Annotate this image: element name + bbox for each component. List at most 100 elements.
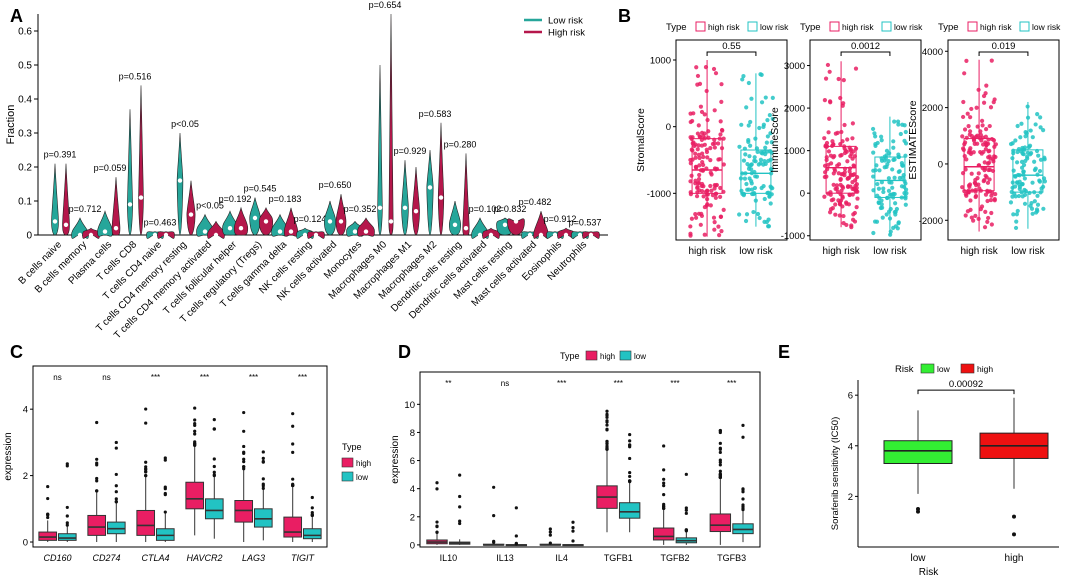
data-point bbox=[705, 202, 710, 207]
y-tick-label: 3000 bbox=[784, 61, 805, 72]
data-point bbox=[1037, 179, 1043, 184]
data-point bbox=[891, 139, 896, 144]
legend-label: low bbox=[937, 364, 951, 374]
outlier-point bbox=[144, 473, 148, 478]
data-point bbox=[832, 168, 838, 173]
data-point bbox=[718, 119, 723, 124]
outlier-point bbox=[605, 423, 609, 427]
y-tick-label: -1000 bbox=[781, 231, 805, 242]
violin-median-dot bbox=[452, 222, 458, 227]
data-point bbox=[1022, 176, 1027, 181]
outlier-point bbox=[662, 483, 666, 488]
outlier-point bbox=[628, 432, 632, 437]
data-point bbox=[989, 222, 994, 227]
outlier-point bbox=[458, 473, 462, 477]
violin-low-risk bbox=[51, 163, 59, 236]
data-point bbox=[881, 189, 886, 195]
box bbox=[87, 514, 107, 536]
data-point bbox=[740, 77, 745, 82]
data-point bbox=[765, 134, 770, 139]
violin-high-risk bbox=[335, 194, 347, 236]
data-point bbox=[695, 82, 700, 87]
violin-median-dot bbox=[88, 232, 94, 238]
p-value-label: 0.55 bbox=[722, 41, 741, 52]
data-point bbox=[960, 134, 965, 139]
outlier-point bbox=[458, 521, 462, 526]
data-point bbox=[966, 189, 971, 195]
data-point bbox=[831, 182, 836, 187]
legend-swatch bbox=[960, 363, 975, 374]
data-point bbox=[762, 196, 767, 202]
data-point bbox=[721, 162, 726, 167]
outlier-point bbox=[95, 457, 99, 461]
data-point bbox=[845, 137, 850, 142]
data-point bbox=[822, 163, 828, 168]
data-point bbox=[766, 190, 771, 195]
outlier-point bbox=[95, 420, 99, 425]
data-point bbox=[838, 198, 844, 203]
data-point bbox=[987, 177, 992, 182]
data-point bbox=[981, 142, 986, 147]
data-point bbox=[875, 181, 880, 187]
x-tick-label: IL10 bbox=[440, 553, 458, 563]
data-point bbox=[987, 154, 992, 159]
legend-swatch bbox=[881, 21, 892, 32]
violin-high-risk bbox=[357, 217, 375, 237]
data-point bbox=[719, 146, 725, 151]
data-point bbox=[963, 140, 968, 145]
data-point bbox=[1032, 199, 1037, 204]
outlier-point bbox=[193, 443, 197, 447]
violin-high-risk bbox=[186, 180, 196, 236]
panel-b-score-boxplots: -1000 0 1000 StromalScore high risk low risk 0… bbox=[635, 21, 1061, 257]
data-point bbox=[768, 131, 773, 136]
data-point bbox=[1019, 165, 1025, 170]
p-value-label: p=0.059 bbox=[94, 163, 127, 173]
data-point bbox=[695, 184, 700, 189]
data-point bbox=[962, 127, 968, 132]
legend-label: low risk bbox=[894, 22, 923, 32]
data-point bbox=[1013, 225, 1019, 231]
outlier-point bbox=[65, 523, 69, 527]
data-point bbox=[1023, 130, 1028, 135]
data-point bbox=[717, 233, 722, 238]
outlier-point bbox=[212, 464, 216, 469]
data-point bbox=[823, 143, 828, 148]
y-tick-label: 10 bbox=[404, 400, 415, 411]
data-point bbox=[893, 201, 898, 206]
data-point bbox=[738, 176, 744, 181]
data-point bbox=[1022, 201, 1028, 206]
data-point bbox=[1027, 143, 1033, 148]
data-point bbox=[768, 201, 773, 206]
data-point bbox=[975, 133, 980, 138]
data-point bbox=[705, 117, 710, 123]
outlier-point bbox=[65, 462, 69, 466]
y-axis-title: ImmuneScore bbox=[769, 107, 781, 173]
data-point bbox=[973, 189, 978, 194]
data-point bbox=[1015, 123, 1020, 129]
y-tick-label: 0.5 bbox=[18, 61, 32, 72]
outlier-point bbox=[605, 441, 609, 445]
data-point bbox=[881, 186, 886, 191]
data-point bbox=[982, 168, 987, 173]
panel-label-e: E bbox=[778, 342, 790, 362]
outlier-point bbox=[718, 463, 722, 467]
data-point bbox=[752, 191, 757, 196]
data-point bbox=[832, 154, 837, 159]
significance-label: *** bbox=[670, 379, 679, 388]
legend-title: Type bbox=[800, 22, 821, 33]
outlier-point bbox=[95, 489, 99, 493]
legend-label: low risk bbox=[760, 22, 789, 32]
y-axis-title: Fraction bbox=[5, 105, 17, 145]
outlier-point bbox=[46, 484, 50, 489]
significance-label: *** bbox=[614, 379, 623, 388]
x-tick-label: high risk bbox=[688, 246, 726, 257]
data-point bbox=[693, 151, 698, 156]
data-point bbox=[1041, 176, 1047, 181]
data-point bbox=[741, 158, 747, 163]
data-point bbox=[688, 224, 693, 229]
outlier-point bbox=[628, 456, 632, 461]
data-point bbox=[824, 155, 829, 160]
data-point bbox=[991, 157, 996, 162]
data-point bbox=[696, 177, 702, 182]
data-point bbox=[984, 83, 989, 88]
